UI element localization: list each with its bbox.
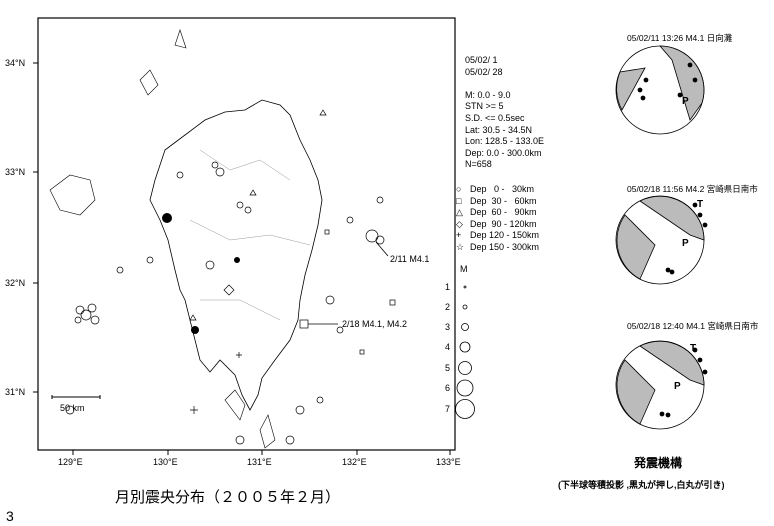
magnitude-value: 6 — [445, 383, 451, 393]
lon-label: 131°E — [247, 457, 272, 467]
t-axis-label: T — [690, 343, 697, 354]
mechanism-title: 05/02/18 12:40 M4.1 宮崎県日南市 — [627, 321, 759, 331]
scale-bar — [51, 395, 101, 399]
map-frame — [37, 17, 456, 451]
magnitude-value: 2 — [445, 302, 451, 312]
lon-label: 132°E — [342, 457, 367, 467]
info-line: 05/02/ 28 — [465, 66, 503, 77]
legend-item: □ Dep 30 - 60km — [456, 195, 537, 206]
legend-item: ○ Dep 0 - 30km — [456, 184, 535, 194]
magnitude-value: 5 — [445, 363, 451, 373]
mechanism-note: (下半球等積投影 ,黒丸が押し,白丸が引き) — [558, 480, 725, 490]
mechanism-heading: 発震機構 — [634, 456, 683, 470]
epicenters — [65, 109, 396, 445]
depth-legend: ○ Dep 0 - 30km □ Dep 30 - 60km △ Dep 60 - 9… — [456, 184, 539, 254]
mechanism-3 — [615, 340, 708, 430]
kyushu-coastline — [149, 99, 323, 411]
magnitude-legend-title: M — [460, 264, 468, 274]
lat-label: 32°N — [5, 278, 26, 288]
scale-label: 50 km — [60, 403, 85, 413]
mechanism-title: 05/02/11 13:26 M4.1 日向灘 — [627, 33, 733, 43]
info-line: Lat: 30.5 - 34.5N — [465, 124, 533, 135]
legend-item: ◇ Dep 90 - 120km — [456, 218, 537, 229]
lon-label: 129°E — [58, 457, 83, 467]
mechanism-2 — [615, 195, 708, 285]
info-line: S.D. <= 0.5sec — [465, 112, 525, 123]
legend-item: △ Dep 60 - 90km — [456, 207, 537, 218]
map-title: 月別震央分布（２００５年２月） — [115, 489, 341, 506]
legend-item: + Dep 120 - 150km — [456, 230, 540, 241]
magnitude-value: 7 — [445, 404, 451, 414]
p-axis-label: P — [682, 238, 689, 249]
info-line: M: 0.0 - 9.0 — [465, 89, 511, 100]
info-line: STN >= 5 — [465, 101, 504, 112]
annotation: 2/18 M4.1, M4.2 — [342, 319, 408, 329]
lat-label: 33°N — [5, 167, 26, 177]
lat-label: 34°N — [5, 58, 26, 68]
info-line: N=658 — [465, 159, 492, 170]
lon-label: 133°E — [436, 457, 461, 467]
p-axis-label: P — [682, 96, 689, 107]
p-axis-label: P — [674, 381, 681, 392]
page-number: 3 — [6, 508, 14, 524]
lat-label: 31°N — [5, 387, 26, 397]
magnitude-value: 1 — [445, 282, 451, 292]
mechanism-1 — [615, 45, 705, 135]
magnitude-value: 3 — [445, 322, 451, 332]
annotation: 2/11 M4.1 — [390, 254, 430, 264]
magnitude-legend-symbols — [455, 285, 475, 419]
info-line: Lon: 128.5 - 133.0E — [465, 136, 545, 147]
info-line: 05/02/ 1 — [465, 55, 498, 65]
info-line: Dep: 0.0 - 300.0km — [465, 147, 542, 158]
magnitude-value: 4 — [445, 342, 451, 352]
lon-label: 130°E — [153, 457, 178, 467]
mechanism-title: 05/02/18 11:56 M4.2 宮崎県日南市 — [627, 184, 758, 194]
query-info: 05/02/ 1 05/02/ 28 M: 0.0 - 9.0 STN >= 5… — [465, 55, 544, 171]
legend-item: ☆ Dep 150 - 300km — [456, 241, 540, 252]
t-axis-label: T — [697, 199, 704, 210]
